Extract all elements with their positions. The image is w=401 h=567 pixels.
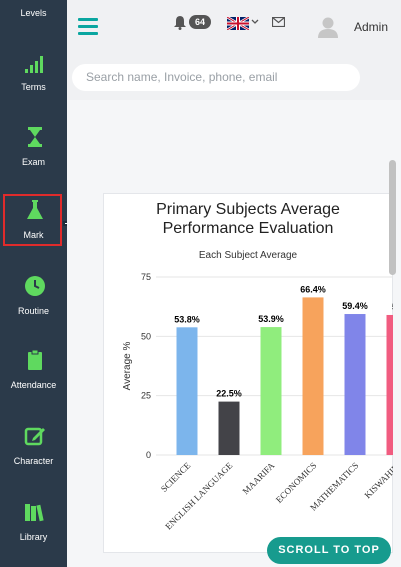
x-tick-label: MAARIFA [240, 460, 276, 496]
scroll-to-top-button[interactable]: SCROLL TO TOP [267, 537, 391, 564]
bar-english-language [218, 401, 240, 455]
sidebar-item-label: Levels [20, 8, 47, 18]
chart-subtitle: Each Subject Average [198, 250, 298, 261]
sidebar-item-attendance[interactable]: Attendance [0, 346, 67, 396]
flask-icon [27, 200, 43, 219]
bar-science [176, 327, 198, 455]
sidebar-item-mark[interactable]: Mark [0, 196, 67, 244]
active-item-highlight [3, 194, 62, 246]
hourglass-icon [28, 127, 42, 147]
menu-toggle-button[interactable] [67, 0, 107, 50]
x-tick-label: ECONOMICS [274, 460, 319, 505]
books-icon [25, 504, 44, 522]
top-bar: 64 Admin Search name, Invoice, phone, em… [67, 0, 401, 100]
sidebar-item-character[interactable]: Character [0, 422, 67, 472]
data-label: 59 [392, 302, 393, 312]
user-name[interactable]: Admin [354, 20, 389, 34]
sidebar-item-label: Character [13, 456, 54, 466]
x-tick-label: KISWAHILI [362, 460, 393, 500]
y-axis-label: Average % [122, 342, 133, 391]
search-input[interactable]: Search name, Invoice, phone, email [72, 64, 360, 91]
signal-bars-icon [25, 56, 43, 73]
data-label: 66.4% [300, 284, 326, 294]
sidebar-item-label: Routine [17, 306, 50, 316]
data-label: 53.9% [258, 314, 284, 324]
data-label: 22.5% [216, 389, 242, 399]
sidebar-item-exam[interactable]: Exam [0, 122, 67, 172]
sidebar-item-label: Exam [21, 157, 45, 167]
hamburger-line [78, 18, 98, 21]
bar-kiswahili [386, 314, 393, 455]
sidebar-item-label: Library [19, 532, 48, 542]
sidebar: Levels Terms Exam Mark Routine [0, 0, 67, 567]
y-tick-label: 0 [146, 450, 151, 460]
hamburger-line [78, 25, 98, 28]
chevron-down-icon[interactable] [251, 19, 259, 25]
data-label: 59.4% [342, 301, 368, 311]
hamburger-line [78, 32, 98, 35]
y-tick-label: 75 [141, 272, 151, 282]
clock-icon [25, 276, 45, 296]
bar-maarifa [260, 327, 282, 455]
sidebar-item-label: Mark [23, 230, 44, 240]
uk-flag-icon[interactable] [227, 17, 249, 30]
chart-title-line-1: Primary Subjects Average [156, 201, 340, 218]
sidebar-item-terms[interactable]: Terms [0, 48, 67, 98]
sidebar-item-levels[interactable]: Levels [0, 0, 67, 30]
sidebar-item-routine[interactable]: Routine [0, 272, 67, 322]
bell-icon[interactable] [173, 15, 187, 30]
data-label: 53.8% [174, 314, 200, 324]
chart-title-line-2: Performance Evaluation [162, 220, 334, 237]
user-avatar-icon[interactable] [317, 16, 339, 38]
bar-economics [302, 297, 324, 455]
sidebar-item-label: Terms [21, 82, 46, 92]
sidebar-item-library[interactable]: Library [0, 498, 67, 548]
sidebar-item-label: Attendance [10, 380, 57, 390]
y-tick-label: 50 [141, 331, 151, 341]
clipboard-icon [28, 349, 42, 370]
edit-icon [24, 427, 45, 446]
mail-icon[interactable] [272, 17, 285, 27]
scrollbar-thumb[interactable] [389, 160, 396, 275]
notification-count-badge: 64 [189, 15, 211, 29]
bar-mathematics [344, 314, 366, 455]
y-tick-label: 25 [141, 391, 151, 401]
x-tick-label: SCIENCE [159, 460, 193, 494]
